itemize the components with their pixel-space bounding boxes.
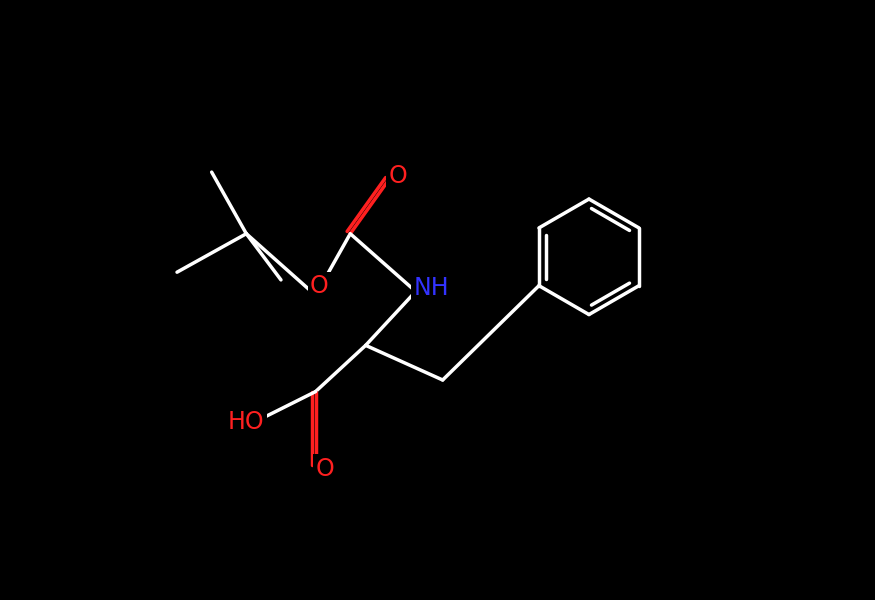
Text: O: O (388, 164, 408, 188)
Text: O: O (316, 457, 334, 481)
Text: HO: HO (228, 410, 264, 434)
Text: NH: NH (413, 275, 449, 299)
Text: O: O (310, 274, 329, 298)
